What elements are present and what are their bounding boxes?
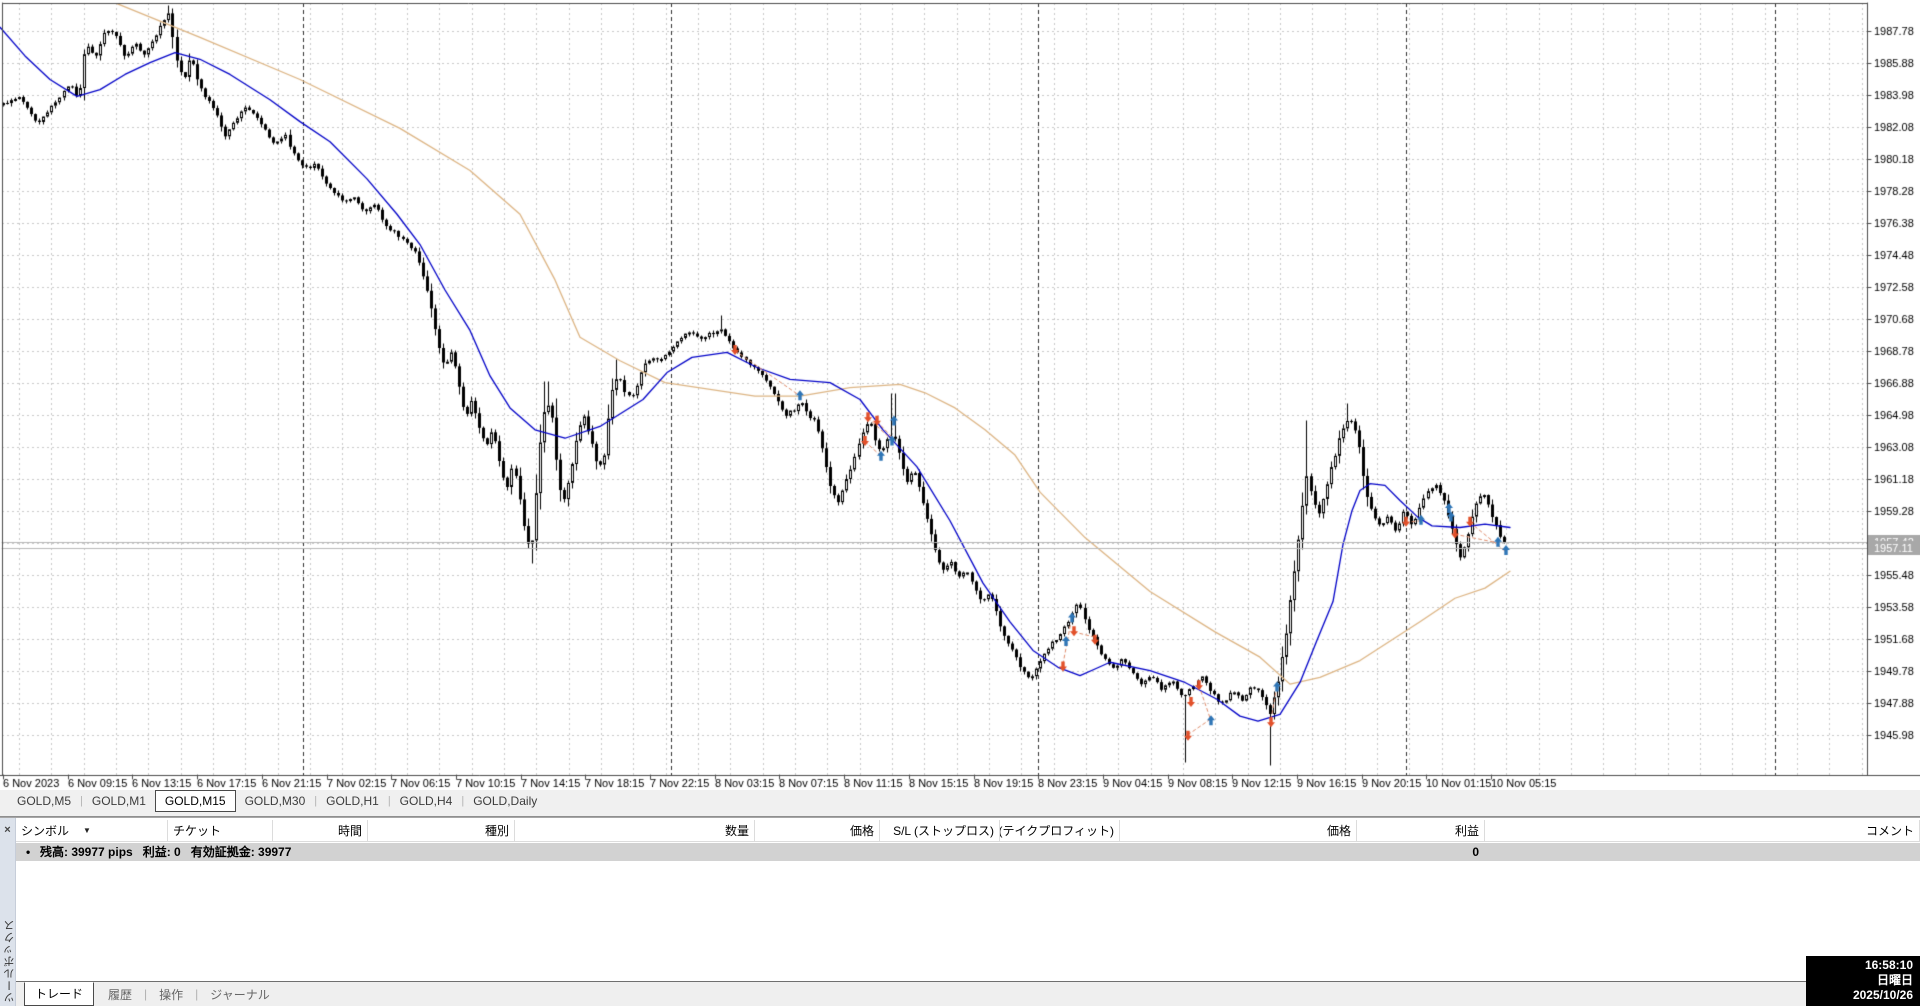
chart-panel xyxy=(0,0,1920,790)
close-toolbox-button[interactable]: × xyxy=(4,824,11,836)
toolbox-tab-3[interactable]: ジャーナル xyxy=(210,987,270,1002)
balance-summary: 残高: 39977 pips 利益: 0 有効証拠金: 39977 xyxy=(40,845,292,859)
chart-tab-bar: GOLD,M5 | GOLD,M1 GOLD,M15 GOLD,M30 | GOLD,H1 |… xyxy=(0,790,1920,817)
clock-date: 2025/10/26 xyxy=(1852,988,1913,1002)
column-header-10[interactable]: コメント xyxy=(1485,820,1920,842)
chart-tab-gold-daily[interactable]: GOLD,Daily xyxy=(473,794,538,808)
symbol-filter-dropdown-icon[interactable]: ▼ xyxy=(83,826,91,835)
column-header-label: 利益 xyxy=(1454,824,1479,838)
column-header-label: 価格 xyxy=(1326,824,1351,838)
column-header-label: 数量 xyxy=(724,824,749,838)
chart-tab-separator: | xyxy=(387,795,391,807)
toolbox-tab-0[interactable]: トレード xyxy=(24,982,95,1006)
chart-tab-gold-m15[interactable]: GOLD,M15 xyxy=(154,790,236,812)
toolbox-tab-separator: | xyxy=(144,987,148,1001)
column-header-label: T/P (テイクプロフィット) xyxy=(1000,824,1114,838)
chart-tab-gold-h4[interactable]: GOLD,H4 xyxy=(399,794,453,808)
server-clock: 16:58:10 日曜日 2025/10/26 xyxy=(1806,956,1920,1006)
column-header-label: コメント xyxy=(1865,824,1914,838)
column-header-4[interactable]: 数量 xyxy=(515,820,755,842)
chart-tab-gold-m1[interactable]: GOLD,M1 xyxy=(91,794,146,808)
column-header-label: 価格 xyxy=(849,824,874,838)
clock-time: 16:58:10 xyxy=(1864,958,1913,972)
column-header-label: チケット xyxy=(173,824,222,838)
toolbox-tab-1[interactable]: 履歴 xyxy=(108,987,133,1002)
column-header-9[interactable]: 利益 xyxy=(1357,820,1485,842)
column-header-7[interactable]: T/P (テイクプロフィット) xyxy=(1000,820,1120,842)
chart-tab-separator: | xyxy=(80,795,83,807)
chart-tab-separator: | xyxy=(461,795,465,807)
column-header-label: S/L (ストップロス) xyxy=(893,824,994,838)
column-header-label: 種別 xyxy=(484,824,509,838)
column-header-5[interactable]: 価格 xyxy=(755,820,880,842)
column-header-6[interactable]: S/L (ストップロス) xyxy=(880,820,1000,842)
balance-profit-value: 0 xyxy=(1472,845,1479,859)
column-header-3[interactable]: 種別 xyxy=(368,820,515,842)
toolbox-tab-bar: トレード 履歴 | 操作 | ジャーナル xyxy=(16,981,1920,1006)
price-chart-canvas[interactable] xyxy=(0,0,1920,790)
chart-tab-gold-h1[interactable]: GOLD,H1 xyxy=(326,794,379,808)
trade-table-header: シンボル ▼ チケット 時間 種別 数量 価格 S/L (ストップロス) T/P (テイクプロフ… xyxy=(16,820,1920,842)
clock-weekday: 日曜日 xyxy=(1876,973,1913,987)
toolbox-tab-separator: | xyxy=(195,987,199,1001)
chart-tab-separator: | xyxy=(314,795,318,807)
column-header-2[interactable]: 時間 xyxy=(273,820,368,842)
trade-list-empty-area xyxy=(16,861,1920,981)
toolbox-panel: × ツールボックス シンボル ▼ チケット 時間 種別 数量 価格 S/L (ストップロス) T… xyxy=(0,817,1920,1006)
column-header-1[interactable]: チケット xyxy=(168,820,273,842)
toolbox-caption-strip: × ツールボックス xyxy=(0,818,16,1006)
balance-bullet-icon: • xyxy=(26,845,31,859)
chart-tab-gold-m30[interactable]: GOLD,M30 xyxy=(244,794,306,808)
column-header-label: 時間 xyxy=(337,824,362,838)
column-header-8[interactable]: 価格 xyxy=(1120,820,1357,842)
toolbox-tab-2[interactable]: 操作 xyxy=(159,987,184,1002)
column-header-0[interactable]: シンボル ▼ xyxy=(16,820,168,842)
balance-row[interactable]: • 残高: 39977 pips 利益: 0 有効証拠金: 39977 0 xyxy=(16,843,1920,861)
chart-tab-gold-m5[interactable]: GOLD,M5 xyxy=(17,794,72,808)
column-header-label: シンボル xyxy=(21,824,70,838)
